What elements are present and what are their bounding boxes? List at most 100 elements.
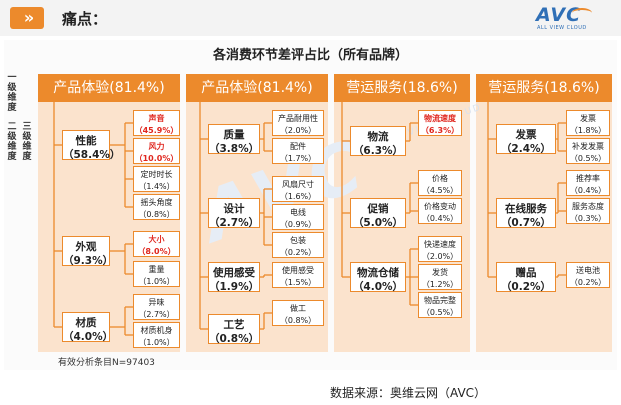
sub-dimension-box: 风力 （10.0%） bbox=[133, 138, 180, 164]
sub-dimension-name: 风力 bbox=[148, 142, 165, 151]
dimension-value: （2.7%） bbox=[209, 217, 260, 229]
sub-dimension-value: （0.4%） bbox=[421, 214, 459, 223]
sub-dimension-name: 推荐率 bbox=[576, 174, 600, 183]
sub-dimension-name: 风扇尺寸 bbox=[282, 180, 314, 189]
sub-dimension-box: 价格 （4.5%） bbox=[418, 170, 462, 196]
sub-dimension-value: （0.9%） bbox=[279, 220, 317, 229]
sub-dimension-box: 服务态度 （0.3%） bbox=[566, 198, 610, 224]
dimension-name: 赠品 bbox=[515, 267, 537, 279]
sub-dimension-name: 快递速度 bbox=[424, 240, 456, 249]
sub-dimension-value: （1.0%） bbox=[138, 338, 175, 347]
sub-dimension-value: （45.9%） bbox=[134, 126, 179, 135]
sub-dimension-value: （1.4%） bbox=[138, 182, 175, 191]
sub-dimension-value: （1.2%） bbox=[421, 280, 459, 289]
dimension-name: 材质 bbox=[75, 317, 97, 329]
level-label-3: 三级维度 bbox=[22, 122, 32, 162]
section-label: 痛点： bbox=[62, 10, 108, 28]
sub-dimension-value: （2.0%） bbox=[421, 252, 459, 261]
sub-dimension-name: 电线 bbox=[290, 208, 306, 217]
sub-dimension-name: 使用感受 bbox=[282, 266, 314, 275]
sub-dimension-box: 重量 （1.0%） bbox=[133, 261, 180, 287]
sub-dimension-name: 材质机身 bbox=[140, 326, 173, 335]
dimension-box: 使用感受 （1.9%） bbox=[208, 262, 260, 293]
sub-dimension-value: （8.0%） bbox=[137, 247, 176, 256]
sub-dimension-box: 推荐率 （0.4%） bbox=[566, 170, 610, 196]
sub-dimension-name: 定时时长 bbox=[140, 170, 173, 179]
dimension-value: （4.0%） bbox=[352, 281, 404, 293]
sub-dimension-value: （0.8%） bbox=[279, 316, 317, 325]
sub-dimension-value: （0.4%） bbox=[569, 186, 607, 195]
sub-dimension-value: （0.5%） bbox=[569, 154, 607, 163]
dimension-value: （3.8%） bbox=[209, 143, 260, 155]
dimension-value: （2.4%） bbox=[500, 143, 552, 155]
dimension-box: 物流 （6.3%） bbox=[350, 126, 406, 157]
sub-dimension-value: （6.3%） bbox=[420, 126, 460, 135]
sub-dimension-box: 物流速度 （6.3%） bbox=[418, 110, 462, 136]
sub-dimension-box: 异味 （2.7%） bbox=[133, 294, 180, 320]
dimension-box: 性能 （58.4%） bbox=[62, 130, 120, 161]
dimension-value: （9.3%） bbox=[63, 255, 114, 267]
sub-dimension-box: 发票 （1.8%） bbox=[566, 110, 610, 136]
sub-dimension-name: 服务态度 bbox=[572, 202, 604, 211]
level-label-1: 一级维度 bbox=[7, 73, 17, 113]
sub-dimension-name: 物流速度 bbox=[424, 114, 456, 123]
dimension-name: 性能 bbox=[75, 135, 97, 147]
sub-dimension-value: （1.6%） bbox=[279, 192, 317, 201]
dimension-box: 发票 （2.4%） bbox=[496, 124, 556, 155]
dimension-box: 促销 （5.0%） bbox=[350, 198, 406, 229]
sub-dimension-value: （1.5%） bbox=[279, 278, 317, 287]
dimension-name: 物流 bbox=[367, 131, 389, 143]
source-note: 数据来源：奥维云网（AVC） bbox=[330, 386, 487, 400]
sub-dimension-name: 包装 bbox=[290, 236, 306, 245]
sub-dimension-name: 发货 bbox=[432, 268, 448, 277]
sub-dimension-box: 产品耐用性 （2.0%） bbox=[272, 110, 324, 136]
sub-dimension-box: 配件 （1.7%） bbox=[272, 138, 324, 164]
sub-dimension-name: 配件 bbox=[290, 142, 306, 151]
sub-dimension-name: 价格变动 bbox=[424, 202, 456, 211]
dimension-name: 设计 bbox=[223, 203, 245, 215]
dimension-name: 促销 bbox=[367, 203, 389, 215]
dimension-box: 质量 （3.8%） bbox=[208, 124, 260, 155]
dimension-value: （5.0%） bbox=[352, 217, 404, 229]
dimension-name: 发票 bbox=[515, 129, 537, 141]
dimension-name: 工艺 bbox=[223, 319, 245, 331]
sub-dimension-value: （4.5%） bbox=[421, 186, 459, 195]
sub-dimension-box: 声音 （45.9%） bbox=[133, 110, 180, 136]
level-label-2: 二级维度 bbox=[7, 122, 17, 162]
dimension-name: 在线服务 bbox=[505, 203, 547, 215]
dimension-value: （0.8%） bbox=[209, 333, 260, 345]
dimension-value: （1.9%） bbox=[209, 281, 260, 293]
sub-dimension-box: 摇头角度 （0.8%） bbox=[133, 194, 180, 220]
sub-dimension-name: 送电池 bbox=[576, 266, 600, 275]
sub-dimension-name: 补发发票 bbox=[572, 142, 604, 151]
header-bar: » 痛点： AVC ALL VIEW CLOUD bbox=[0, 0, 621, 36]
column-header-product-1: 产品体验(81.4%) bbox=[38, 74, 180, 102]
dimension-box: 设计 （2.7%） bbox=[208, 198, 260, 229]
sub-dimension-value: （0.3%） bbox=[569, 214, 607, 223]
dimension-box: 工艺 （0.8%） bbox=[208, 314, 260, 345]
sub-dimension-box: 补发发票 （0.5%） bbox=[566, 138, 610, 164]
sample-note: 有效分析条目N=97403 bbox=[58, 358, 155, 368]
sub-dimension-value: （2.7%） bbox=[138, 310, 175, 319]
column-header-service-2: 营运服务(18.6%) bbox=[476, 74, 612, 102]
sub-dimension-name: 声音 bbox=[148, 114, 165, 123]
sub-dimension-name: 产品耐用性 bbox=[278, 114, 318, 123]
sub-dimension-value: （1.7%） bbox=[279, 154, 317, 163]
sub-dimension-box: 包装 （0.2%） bbox=[272, 232, 324, 258]
dimension-box: 外观 （9.3%） bbox=[62, 236, 114, 267]
sub-dimension-value: （1.0%） bbox=[138, 277, 175, 286]
sub-dimension-box: 大小 （8.0%） bbox=[133, 231, 180, 257]
sub-dimension-box: 电线 （0.9%） bbox=[272, 204, 324, 230]
dimension-value: （6.3%） bbox=[352, 145, 404, 157]
dimension-box: 在线服务 （0.7%） bbox=[496, 198, 556, 229]
dimension-value: （4.0%） bbox=[63, 331, 114, 343]
logo-tagline: ALL VIEW CLOUD bbox=[537, 25, 587, 31]
dimension-value: （0.7%） bbox=[500, 217, 552, 229]
sub-dimension-name: 异味 bbox=[148, 298, 165, 307]
sub-dimension-box: 送电池 （0.2%） bbox=[566, 262, 610, 288]
sub-dimension-box: 做工 （0.8%） bbox=[272, 300, 324, 326]
dimension-value: （0.2%） bbox=[500, 281, 552, 293]
dimension-box: 物流仓储 （4.0%） bbox=[350, 262, 406, 293]
sub-dimension-name: 发票 bbox=[580, 114, 596, 123]
